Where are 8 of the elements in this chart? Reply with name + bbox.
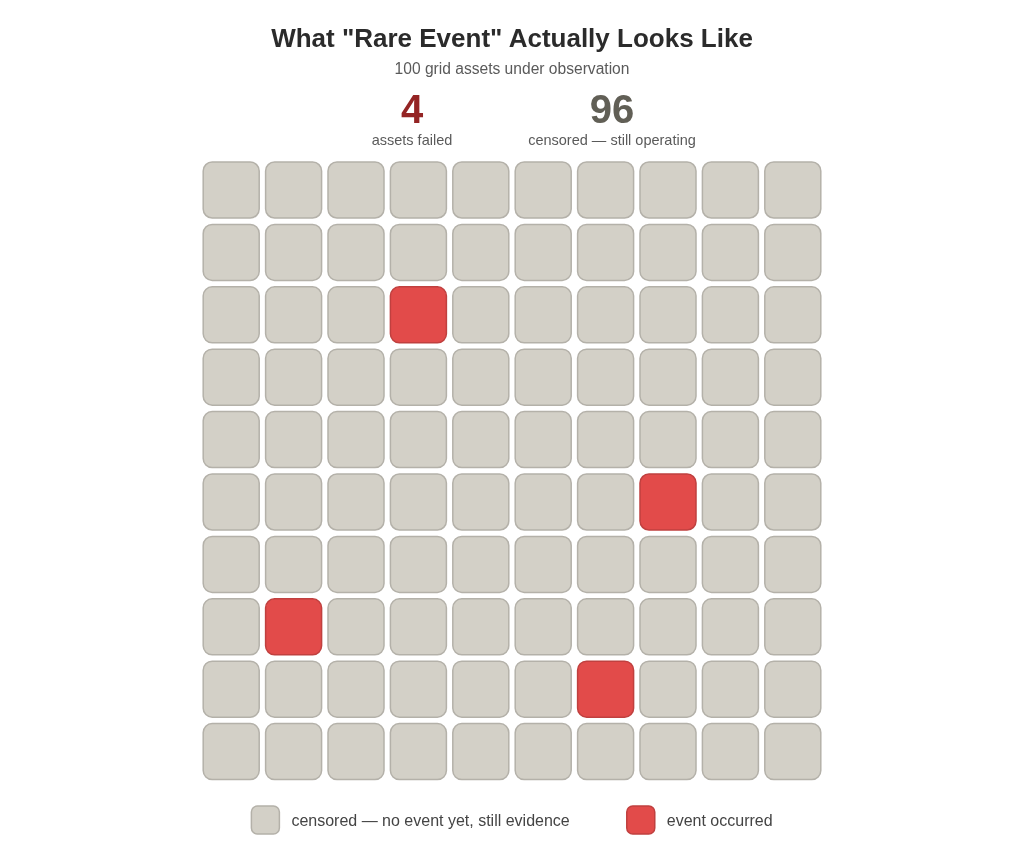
legend-label: event occurred (666, 811, 773, 829)
text: 100 grid assets under observation (394, 60, 630, 77)
legend-label: censored — no event yet, still evidence (291, 811, 570, 829)
category-label: censored — still operating (528, 132, 696, 148)
data-label: 96 (589, 87, 635, 131)
data-label: 4 (400, 87, 424, 131)
category-label: assets failed (371, 132, 453, 148)
text: What "Rare Event" Actually Looks Like (271, 23, 753, 53)
